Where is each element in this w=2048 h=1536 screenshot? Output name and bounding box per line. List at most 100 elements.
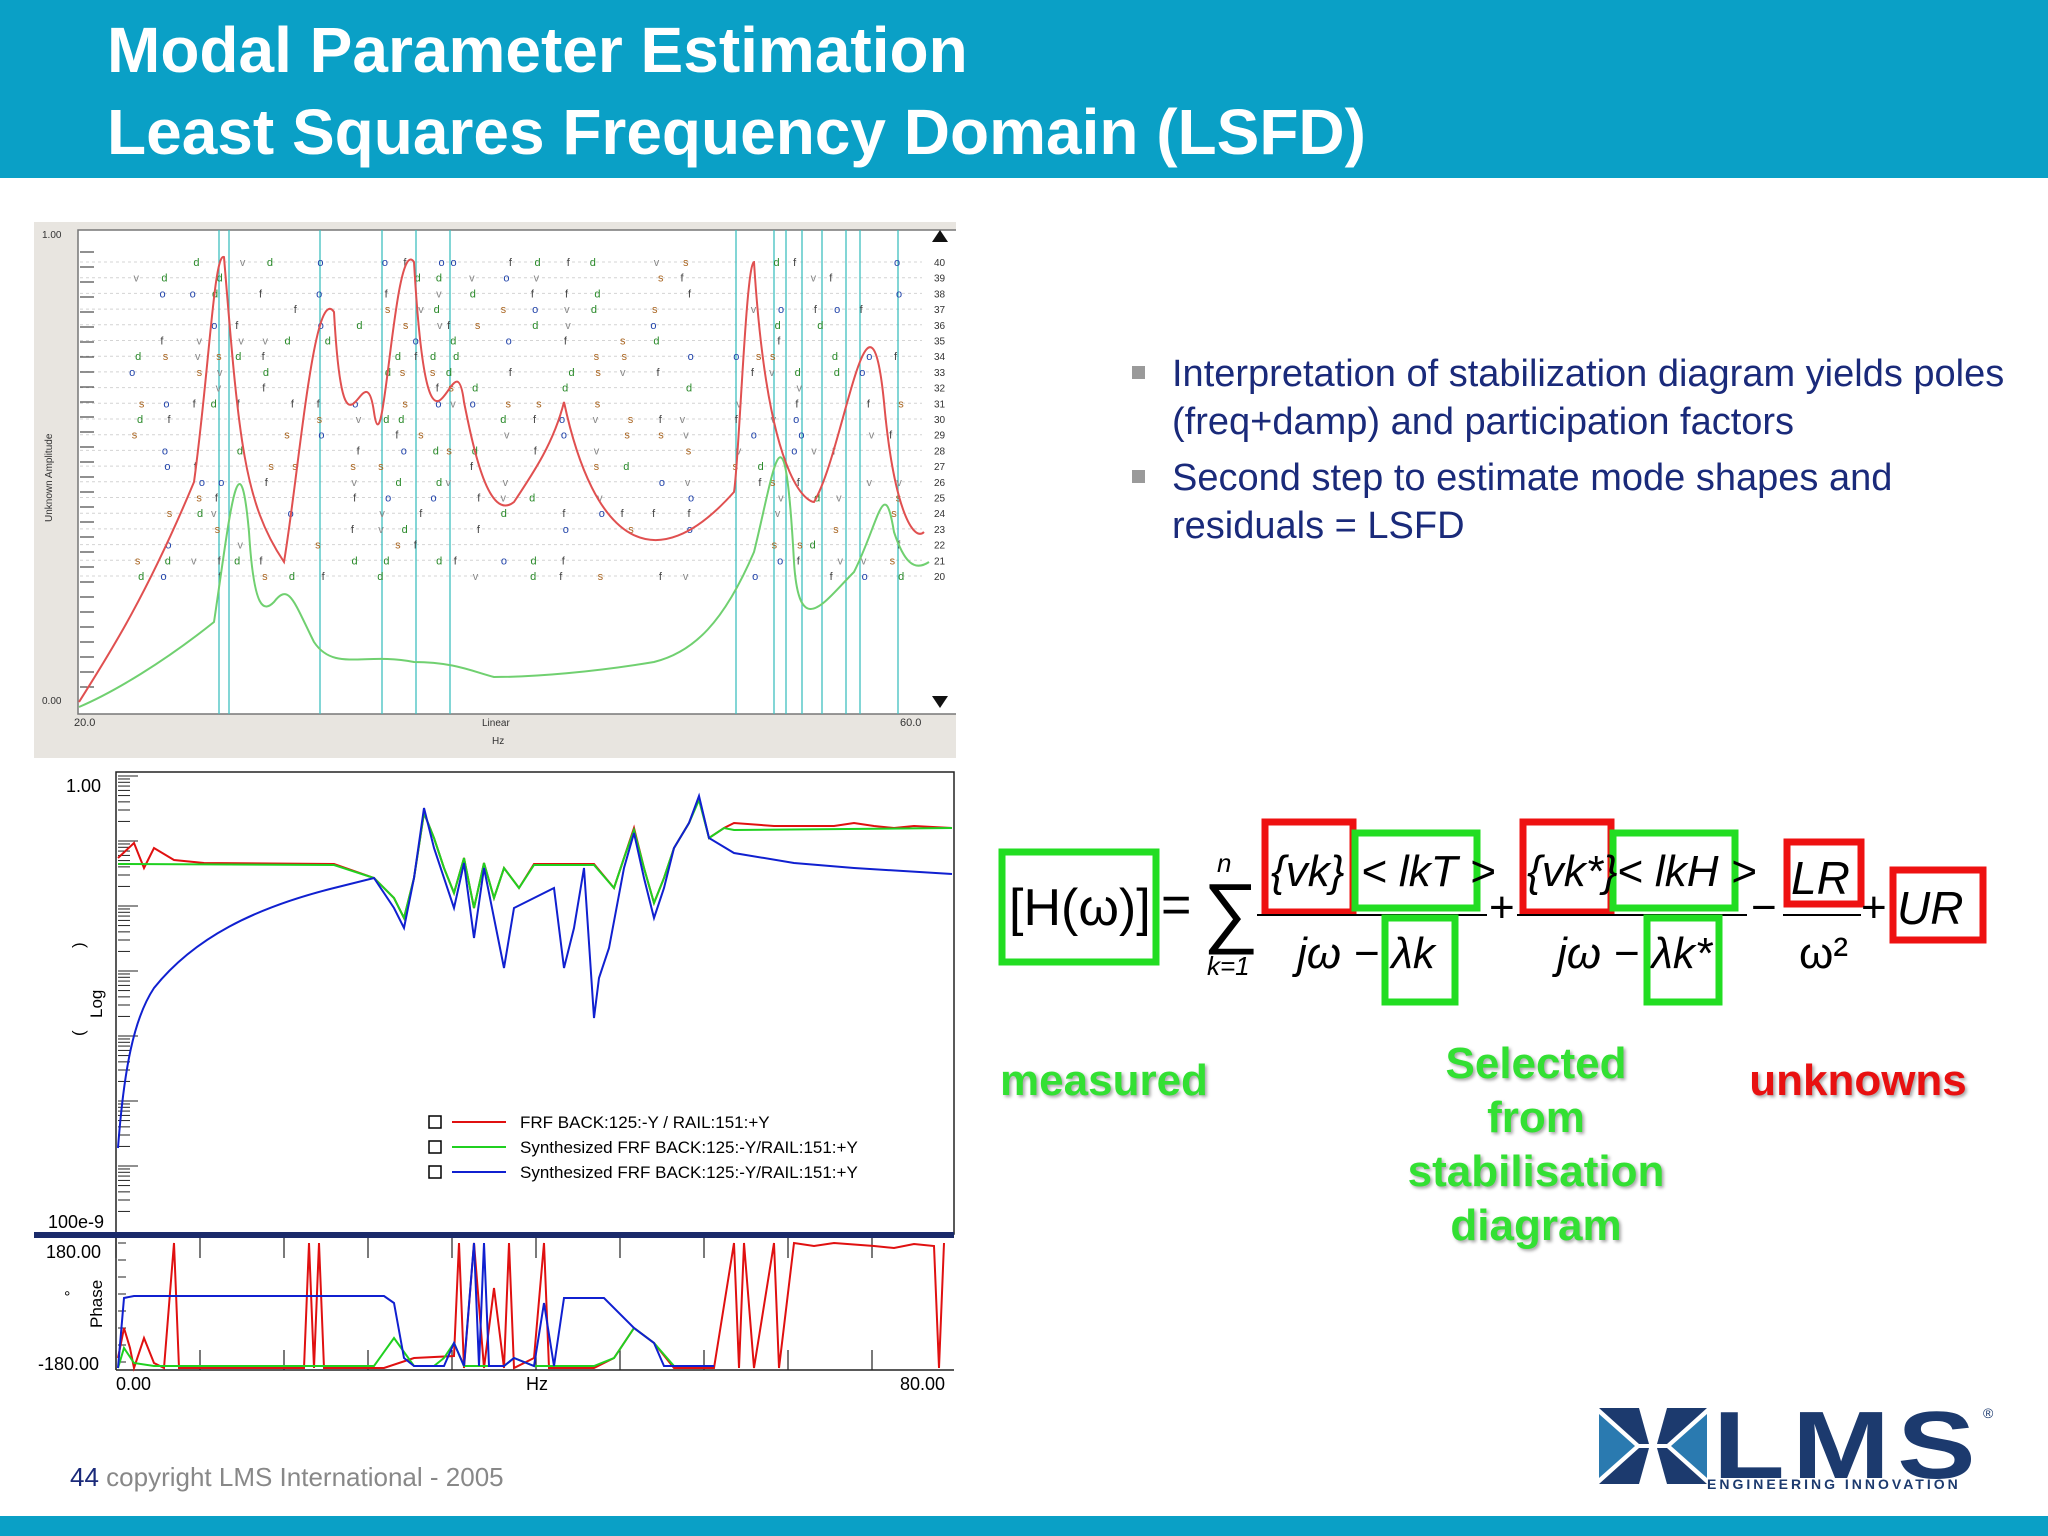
- stab-marker: d: [534, 257, 540, 269]
- stab-marker: o: [160, 288, 166, 300]
- eq-term2-v: {vk*}: [1527, 847, 1618, 896]
- stab-model-order-label: 24: [934, 509, 946, 520]
- stab-marker: f: [353, 493, 357, 505]
- stab-marker: o: [752, 571, 758, 583]
- stab-marker: d: [351, 555, 357, 567]
- stab-marker: o: [163, 398, 169, 410]
- logo-tagline: ENGINEERING INNOVATION: [1707, 1476, 1961, 1492]
- frf-y-axis-paren-open: (: [69, 1030, 88, 1036]
- stab-marker: f: [652, 508, 656, 520]
- eq-lr-num: LR: [1791, 852, 1850, 904]
- phase-top-label: 180.00: [46, 1242, 101, 1262]
- lms-logo: LMS ® ENGINEERING INNOVATION: [1595, 1392, 1995, 1500]
- bullet-list: Interpretation of stabilization diagram …: [1130, 350, 2010, 558]
- stab-marker: f: [894, 351, 898, 363]
- stab-marker: d: [263, 367, 269, 379]
- svg-text:=: =: [1161, 876, 1191, 934]
- stab-model-order-label: 36: [934, 321, 946, 332]
- stab-marker: d: [235, 351, 241, 363]
- title-bar: Modal Parameter Estimation Least Squares…: [0, 0, 2048, 178]
- slide-title-line-1: Modal Parameter Estimation: [107, 14, 968, 86]
- stab-marker: s: [536, 398, 542, 410]
- stab-marker: d: [396, 477, 402, 489]
- stab-marker: v: [751, 304, 757, 316]
- stab-marker: v: [680, 414, 686, 426]
- stab-marker: o: [199, 477, 205, 489]
- stab-model-order-label: 25: [934, 494, 946, 505]
- stab-marker: d: [530, 571, 536, 583]
- stab-marker: v: [654, 257, 660, 269]
- label-measured: measured: [1000, 1056, 1208, 1105]
- stab-marker: o: [777, 555, 783, 567]
- stab-marker: s: [506, 398, 512, 410]
- stab-marker: f: [565, 288, 569, 300]
- stab-marker: v: [736, 445, 742, 457]
- stab-model-order-label: 31: [934, 399, 946, 410]
- stab-marker: v: [534, 273, 540, 285]
- stab-marker: v: [469, 273, 475, 285]
- stab-marker: o: [401, 445, 407, 457]
- frf-comparison-plot: FRF BACK:125:-Y / RAIL:151:+Y Synthesize…: [34, 768, 960, 1408]
- stab-marker: s: [598, 571, 604, 583]
- stab-marker: v: [565, 320, 571, 332]
- stab-marker: f: [531, 288, 535, 300]
- box-selected-l: [1351, 829, 1481, 912]
- stab-marker: f: [419, 508, 423, 520]
- stab-marker: d: [590, 257, 596, 269]
- stab-marker: s: [378, 461, 384, 473]
- stab-marker: f: [567, 257, 571, 269]
- stab-marker: v: [418, 304, 424, 316]
- stab-marker: v: [262, 336, 268, 348]
- phase-blue-curve: [117, 1242, 714, 1369]
- stab-marker: f: [193, 398, 197, 410]
- bullet-item: Second step to estimate mode shapes and …: [1130, 454, 2010, 550]
- stab-marker: d: [430, 351, 436, 363]
- stab-marker: o: [385, 493, 391, 505]
- stab-marker: d: [530, 555, 536, 567]
- stab-marker: s: [628, 524, 634, 536]
- stab-marker: o: [211, 320, 217, 332]
- stab-marker: f: [509, 367, 513, 379]
- stab-marker: v: [238, 540, 244, 552]
- stab-marker: o: [352, 398, 358, 410]
- stab-marker: d: [795, 367, 801, 379]
- stab-marker: s: [216, 351, 222, 363]
- stab-marker: o: [162, 445, 168, 457]
- stab-marker: f: [751, 367, 755, 379]
- stab-marker: o: [165, 540, 171, 552]
- lms-x-mark-icon: [1599, 1408, 1707, 1484]
- stab-marker: f: [758, 477, 762, 489]
- eq-lhs: [H(ω)]: [1009, 879, 1151, 937]
- stab-marker: d: [472, 383, 478, 395]
- stab-scroll-down-arrow: [932, 696, 948, 708]
- stab-marker: f: [534, 445, 538, 457]
- lsfd-equation: [H(ω)] = n ∑ k=1 {vk} < lkT > jω − λk + …: [995, 810, 2005, 1010]
- stab-marker: f: [414, 351, 418, 363]
- eq-lr-den: ω²: [1799, 929, 1848, 978]
- stab-marker: d: [623, 461, 629, 473]
- stab-marker: v: [450, 398, 456, 410]
- stab-marker: o: [896, 288, 902, 300]
- stab-marker: o: [160, 571, 166, 583]
- stab-marker: s: [350, 461, 356, 473]
- stab-marker: o: [561, 430, 567, 442]
- stab-marker: f: [265, 477, 269, 489]
- stab-marker: d: [234, 555, 240, 567]
- frf-y-top-label: 1.00: [66, 776, 101, 796]
- stab-marker: o: [435, 398, 441, 410]
- stab-marker: v: [593, 414, 599, 426]
- stab-marker: v: [736, 398, 742, 410]
- stab-marker: v: [501, 493, 507, 505]
- frf-blue-synth-curve: [117, 792, 953, 1149]
- eq-term2-l: < lkH >: [1617, 847, 1756, 896]
- stab-marker: s: [163, 351, 169, 363]
- logo-name: LMS: [1713, 1400, 1983, 1499]
- stab-marker: s: [772, 540, 778, 552]
- stab-marker: f: [562, 508, 566, 520]
- logo-registered: ®: [1983, 1405, 1994, 1421]
- stab-marker: s: [262, 571, 268, 583]
- stab-marker: d: [433, 445, 439, 457]
- phase-red-curve: [117, 1241, 945, 1372]
- stab-y-axis-label: Unknown Amplitude: [44, 433, 55, 522]
